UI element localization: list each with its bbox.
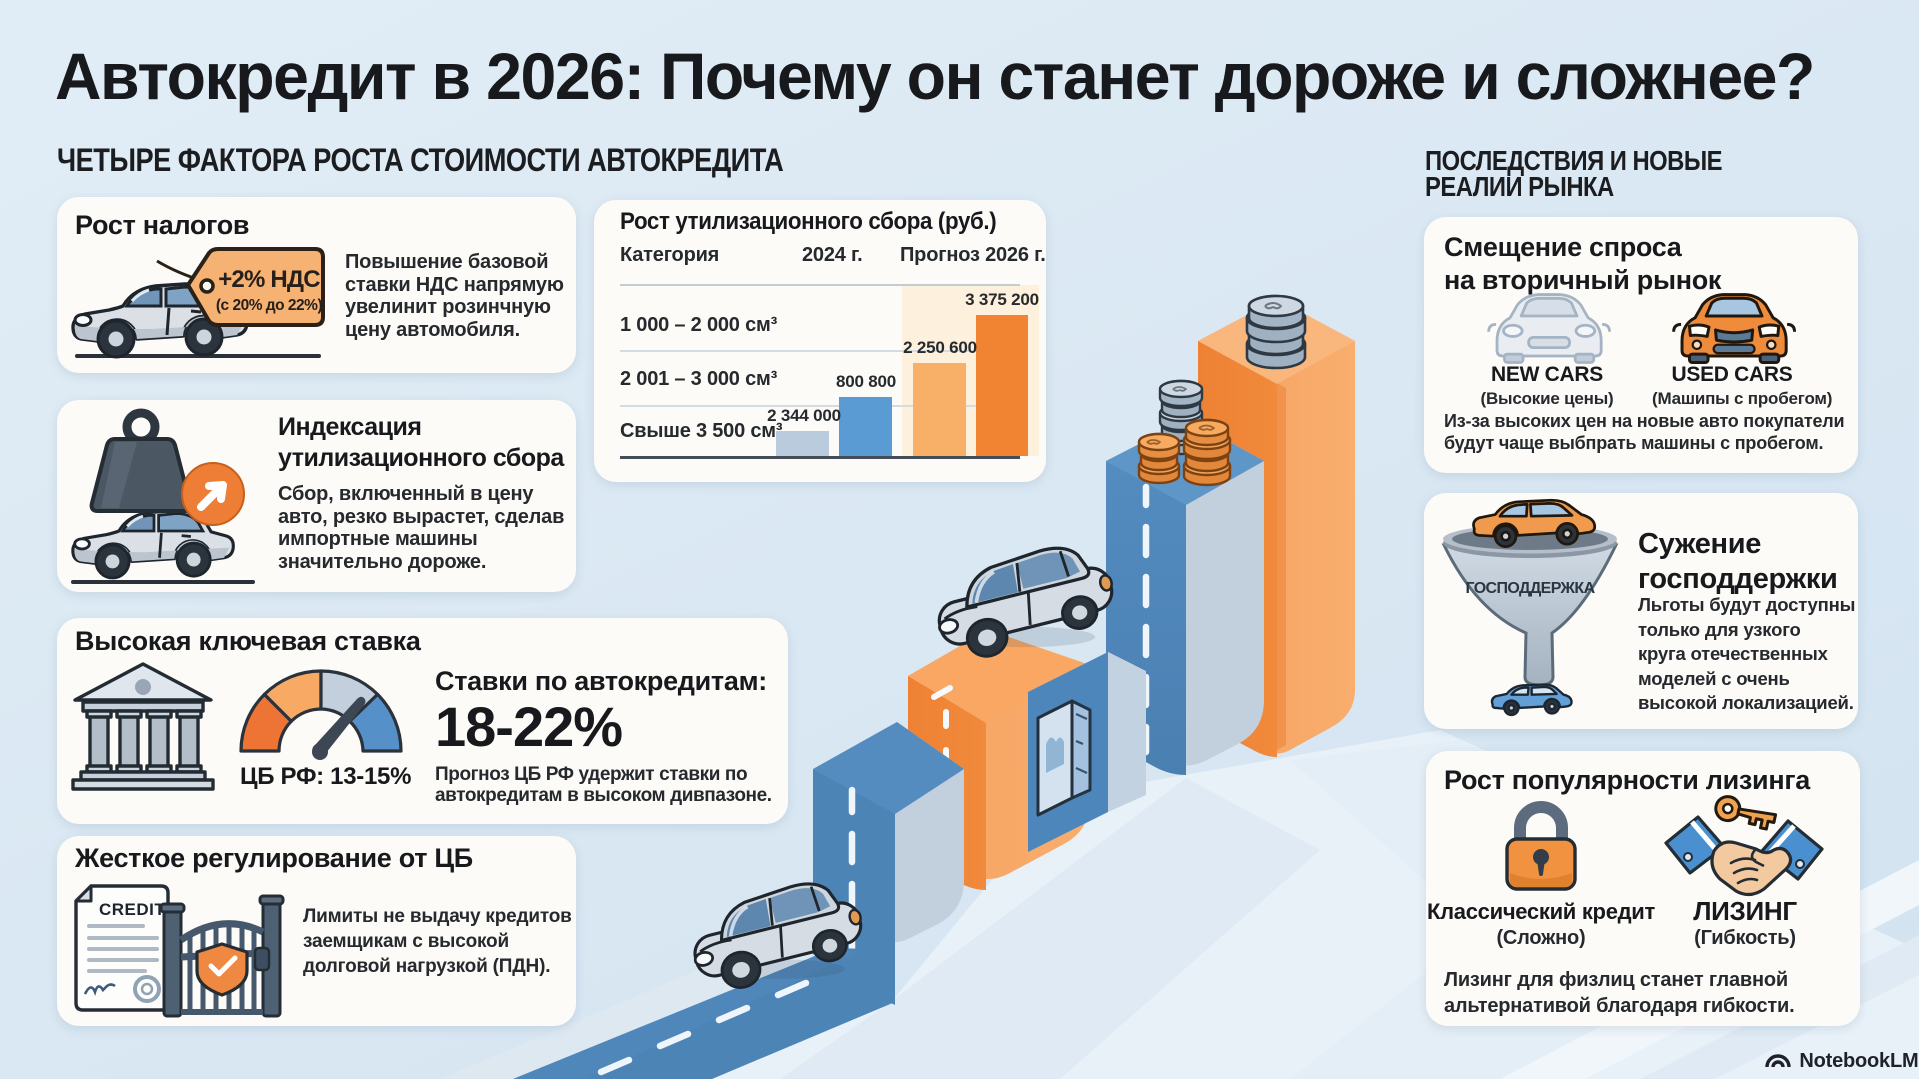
svg-text:(с 20% до 22%): (с 20% до 22%) <box>216 297 323 314</box>
svg-text:+2% НДС: +2% НДС <box>218 266 320 293</box>
svg-text:ГОСПОДДЕРЖКА: ГОСПОДДЕРЖКА <box>1465 580 1595 597</box>
svg-text:CREDIT: CREDIT <box>99 900 165 919</box>
